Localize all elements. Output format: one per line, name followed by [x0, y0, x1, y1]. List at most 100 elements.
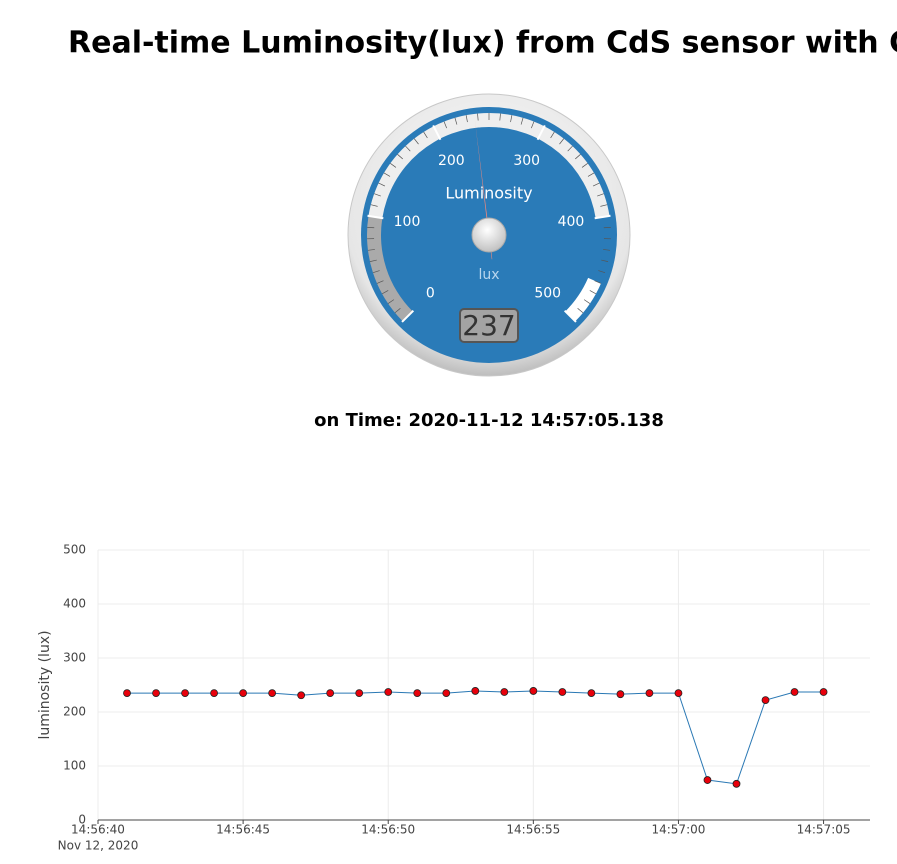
gauge-minor-tick: [601, 259, 609, 262]
data-point: [587, 689, 596, 697]
gauge-tick: [432, 124, 442, 141]
x-tick-label: 14:57:05: [797, 823, 851, 837]
gauge-tick: [401, 309, 415, 323]
y-tick-label: 200: [63, 705, 86, 719]
gauge-minor-tick: [367, 249, 375, 251]
gauge-band: [366, 215, 413, 322]
gauge-minor-tick: [397, 154, 403, 160]
gauge-minor-tick: [577, 308, 584, 314]
gauge-minor-tick: [559, 138, 565, 145]
data-point: [529, 687, 538, 695]
data-point: [152, 689, 160, 697]
gauge-tick-label: 0: [426, 286, 435, 302]
data-point: [239, 689, 248, 697]
gauge-minor-tick: [405, 145, 411, 152]
x-tick-label: 14:56:40: [71, 823, 125, 837]
gauge-tick: [367, 214, 384, 220]
gauge-units: lux: [478, 267, 499, 283]
gauge-minor-tick: [597, 193, 604, 197]
gauge-minor-tick: [603, 249, 611, 251]
x-tick-label: 14:57:00: [651, 823, 705, 837]
x-tick-label: 14:56:50: [361, 823, 415, 837]
gauge-tick-label: 300: [513, 153, 540, 169]
data-point: [210, 689, 218, 697]
gauge-minor-tick: [592, 182, 600, 187]
data-point: [703, 776, 712, 784]
gauge-band: [565, 277, 601, 322]
data-point: [384, 688, 393, 696]
y-tick-label: 300: [63, 651, 86, 665]
gauge-minor-tick: [510, 115, 513, 123]
gauge-minor-tick: [394, 308, 401, 314]
x-date-label: Nov 12, 2020: [58, 839, 139, 853]
data-point: [123, 689, 131, 697]
gauge-tick-label: 500: [534, 286, 561, 302]
y-tick-label: 0: [78, 813, 86, 827]
gauge-minor-tick: [589, 290, 597, 295]
gauge-minor-tick: [499, 113, 501, 121]
gauge-minor-tick: [423, 131, 428, 139]
data-point: [326, 689, 335, 697]
gauge-minor-tick: [381, 290, 389, 295]
gauge-minor-tick: [600, 204, 608, 207]
gauge-minor-tick: [575, 154, 581, 160]
data-point: [819, 688, 828, 696]
gauge-minor-tick: [374, 193, 381, 197]
x-tick-label: 14:56:55: [506, 823, 560, 837]
gauge-minor-tick: [598, 270, 606, 274]
gauge-minor-tick: [587, 172, 595, 177]
data-point: [181, 689, 189, 697]
gauge-minor-tick: [383, 172, 391, 177]
data-point: [297, 691, 306, 700]
x-tick-label: 14:56:45: [216, 823, 270, 837]
gauge-minor-tick: [376, 280, 384, 284]
gauge-value: 237: [462, 309, 515, 342]
gauge-minor-tick: [594, 280, 602, 284]
gauge-tick-label: 200: [438, 153, 465, 169]
gauge-band: [368, 112, 610, 219]
gauge-minor-tick: [372, 270, 380, 274]
data-point: [790, 688, 799, 696]
y-tick-label: 100: [63, 759, 86, 773]
gauge-minor-tick: [370, 204, 378, 207]
gauge-minor-tick: [390, 163, 397, 168]
data-point: [500, 688, 509, 696]
gauge-minor-tick: [369, 259, 377, 262]
gauge-cap: [471, 217, 507, 253]
gauge-minor-tick: [567, 145, 573, 152]
gauge-minor-tick: [454, 117, 458, 125]
data-point: [645, 689, 654, 697]
gauge-tick-label: 100: [394, 214, 421, 230]
data-point: [761, 696, 770, 705]
y-tick-label: 500: [63, 543, 86, 557]
gauge-minor-tick: [465, 115, 468, 123]
data-point: [413, 689, 422, 697]
gauge-minor-tick: [520, 117, 524, 125]
gauge-minor-tick: [378, 182, 386, 187]
y-axis-label: luminosity (lux): [37, 630, 53, 739]
data-point: [268, 689, 277, 697]
page-title: Real-time Luminosity(lux) from CdS senso…: [68, 26, 897, 61]
gauge-title: Luminosity: [445, 184, 532, 203]
data-point: [616, 690, 625, 699]
data-line: [127, 690, 824, 785]
gauge-minor-tick: [413, 138, 419, 145]
data-point: [558, 688, 567, 696]
gauge-tick-label: 400: [558, 214, 585, 230]
y-tick-label: 400: [63, 597, 86, 611]
data-point: [674, 689, 683, 697]
gauge-minor-tick: [477, 113, 479, 121]
gauge-minor-tick: [387, 299, 395, 304]
gauge-minor-tick: [581, 163, 588, 168]
gauge-tick: [563, 309, 577, 323]
data-point: [471, 687, 480, 695]
gauge-minor-tick: [550, 131, 555, 139]
gauge-value-box: [459, 308, 519, 343]
data-point: [732, 779, 741, 788]
data-point: [442, 689, 451, 697]
gauge-tick: [594, 214, 611, 220]
gauge-minor-tick: [583, 299, 591, 304]
gauge-minor-tick: [443, 121, 447, 129]
